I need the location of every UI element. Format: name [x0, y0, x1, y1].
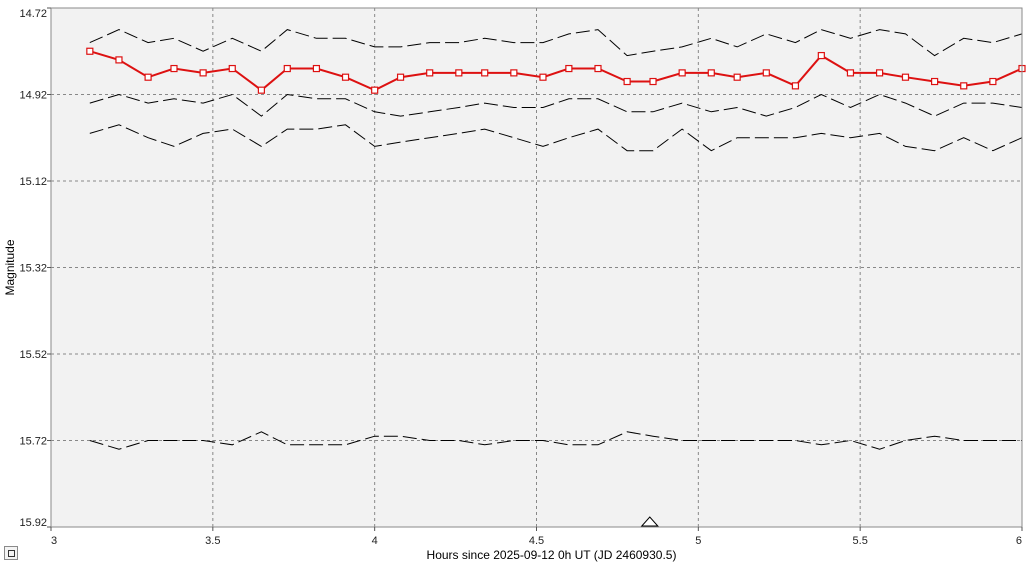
- data-point[interactable]: [791, 82, 800, 90]
- y-axis-title: Magnitude: [3, 239, 17, 295]
- data-point[interactable]: [565, 64, 573, 73]
- y-tick-label: 14.72: [19, 8, 47, 20]
- data-point[interactable]: [875, 69, 884, 77]
- series-line-upper-band: [89, 29, 1023, 57]
- y-tick-label: 14.92: [19, 90, 47, 102]
- series-layer: [86, 29, 1026, 450]
- data-point[interactable]: [707, 69, 715, 77]
- data-point[interactable]: [426, 69, 434, 77]
- data-point[interactable]: [594, 64, 602, 73]
- options-button[interactable]: [4, 546, 18, 560]
- data-point[interactable]: [371, 86, 379, 94]
- x-tick-label: 5: [695, 535, 701, 547]
- data-point[interactable]: [539, 73, 547, 81]
- x-tick-label: 6: [1016, 535, 1022, 547]
- y-tick-label: 15.72: [19, 436, 47, 448]
- y-axis-ticks: 14.72 14.92 15.12 15.32 15.52 15.72 15.92: [19, 7, 51, 529]
- series-line-target: [89, 50, 1023, 92]
- series-line-lower-band-2: [89, 124, 1023, 152]
- data-point[interactable]: [989, 77, 997, 86]
- data-point[interactable]: [481, 69, 489, 77]
- data-point[interactable]: [733, 73, 741, 81]
- x-tick-label: 4.5: [529, 535, 544, 547]
- series-line-comparison-star: [89, 431, 1022, 450]
- data-point[interactable]: [931, 77, 939, 86]
- data-point[interactable]: [257, 86, 265, 94]
- x-axis-ticks: 3 3.5 4 4.5 5 5.5 6: [50, 527, 1023, 547]
- data-point[interactable]: [846, 69, 855, 77]
- data-point[interactable]: [283, 64, 291, 73]
- y-tick-label: 15.52: [19, 349, 47, 361]
- time-marker-triangle[interactable]: [640, 516, 659, 527]
- y-tick-label: 15.12: [19, 176, 47, 188]
- data-point[interactable]: [170, 64, 178, 73]
- x-axis-title: Hours since 2025-09-12 0h UT (JD 2460930…: [427, 548, 677, 562]
- data-point[interactable]: [86, 47, 94, 55]
- data-point[interactable]: [115, 56, 123, 64]
- data-point[interactable]: [678, 69, 686, 77]
- data-point[interactable]: [455, 69, 463, 77]
- x-tick-label: 4: [372, 535, 378, 547]
- data-point[interactable]: [817, 51, 825, 60]
- data-point[interactable]: [510, 69, 518, 77]
- series-line-lower-band: [89, 93, 1023, 117]
- x-tick-label: 3: [51, 535, 57, 547]
- data-point[interactable]: [199, 69, 207, 77]
- data-point[interactable]: [901, 73, 910, 81]
- data-point[interactable]: [396, 73, 405, 81]
- y-tick-label: 15.32: [19, 263, 47, 275]
- data-point[interactable]: [960, 82, 968, 90]
- data-point[interactable]: [341, 73, 350, 81]
- data-point[interactable]: [649, 77, 657, 86]
- data-point[interactable]: [623, 77, 631, 86]
- x-tick-label: 5.5: [853, 535, 868, 547]
- data-point[interactable]: [144, 73, 152, 81]
- y-tick-label: 15.92: [19, 517, 47, 529]
- square-icon: [7, 549, 15, 557]
- data-point[interactable]: [762, 69, 770, 77]
- x-tick-label: 3.5: [205, 535, 220, 547]
- data-point[interactable]: [312, 64, 321, 73]
- data-point[interactable]: [228, 64, 236, 73]
